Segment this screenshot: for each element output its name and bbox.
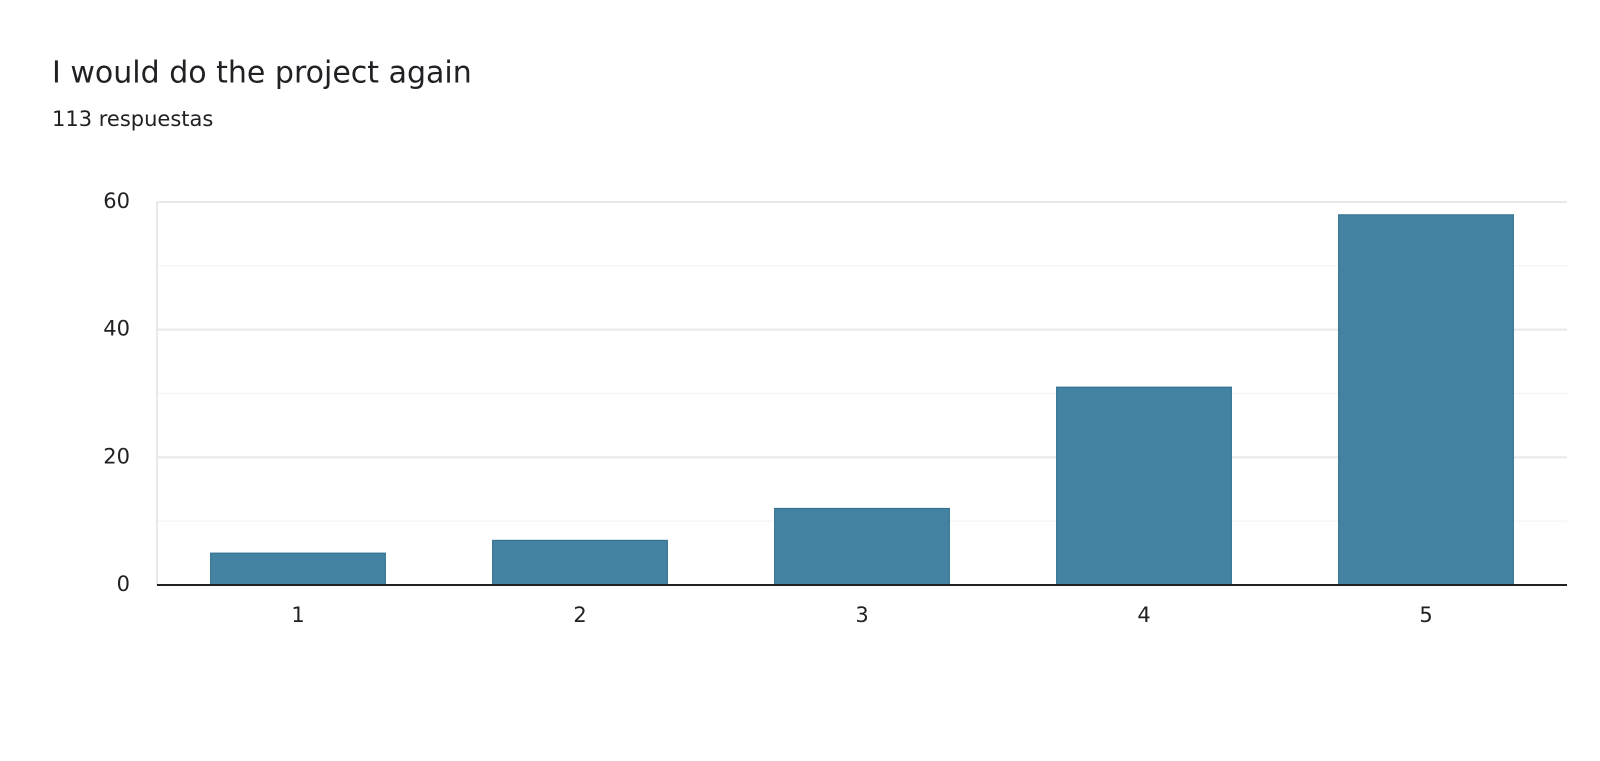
y-tick-label: 0 bbox=[117, 572, 130, 596]
bar bbox=[492, 539, 668, 586]
y-tick-label: 20 bbox=[103, 444, 130, 468]
x-tick-label: 5 bbox=[1419, 603, 1432, 627]
x-tick-label: 1 bbox=[291, 603, 304, 627]
chart-subtitle: 113 respuestas bbox=[52, 107, 213, 131]
x-tick-label: 3 bbox=[855, 603, 868, 627]
y-tick-label: 40 bbox=[103, 317, 130, 341]
bar bbox=[1338, 214, 1514, 586]
chart-title: I would do the project again bbox=[52, 56, 472, 91]
bar bbox=[210, 552, 386, 586]
bar bbox=[774, 507, 950, 586]
x-tick-label: 2 bbox=[573, 603, 586, 627]
y-tick-label: 60 bbox=[103, 189, 130, 213]
x-tick-label: 4 bbox=[1137, 603, 1150, 627]
bar bbox=[1056, 386, 1232, 586]
